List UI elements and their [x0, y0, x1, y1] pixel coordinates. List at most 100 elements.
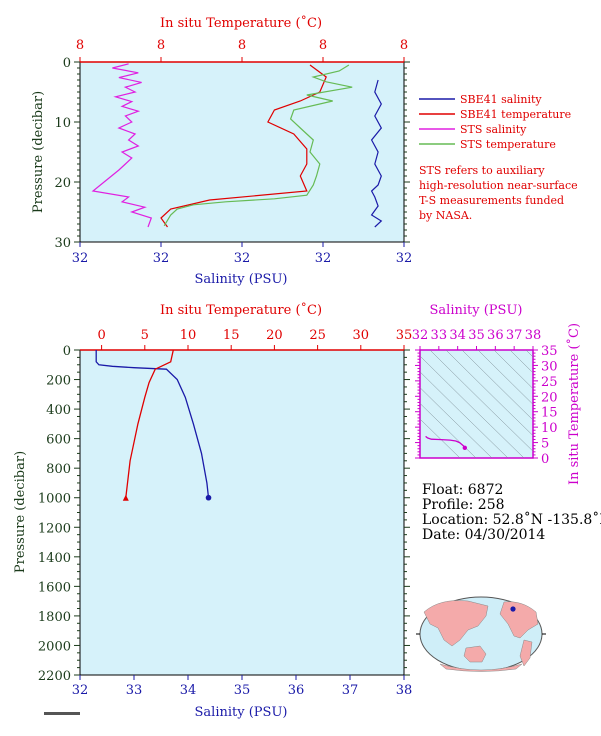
top-chart-top-axis-title: In situ Temperature (˚C) — [160, 15, 322, 31]
bottom-chart-top-tick-label: 15 — [223, 328, 240, 343]
ts-density-contour — [525, 350, 533, 358]
ts-density-contour — [420, 371, 509, 458]
ts-density-contour — [429, 350, 533, 452]
bottom-chart-y-tick-label: 1400 — [38, 551, 71, 566]
bottom-chart-x-tick-label: 34 — [180, 683, 197, 698]
bottom-chart-y-tick-label: 1800 — [38, 610, 71, 625]
bottom-chart-y-tick-label: 0 — [63, 344, 71, 359]
ts-chart-y-tick-label: 15 — [541, 406, 558, 421]
legend-note-line: T-S measurements funded — [419, 194, 564, 207]
ts-chart-top-tick-label: 38 — [525, 328, 542, 343]
ts-chart-y-tick-label: 10 — [541, 421, 558, 436]
top-chart-y-tick-label: 30 — [54, 236, 71, 251]
ts-chart: Salinity (PSU) 32 33 34 35 36 37 38 0510152025… — [412, 303, 582, 485]
ts-chart-top-axis-title: Salinity (PSU) — [430, 303, 523, 318]
top-chart-x-axis-title: Salinity (PSU) — [195, 272, 288, 287]
ts-chart-top-tick-label: 35 — [468, 328, 485, 343]
top-chart-x-tick-label: 32 — [153, 251, 170, 266]
bottom-chart-y-axis-title: Pressure (decibar) — [13, 451, 28, 573]
bottom-chart-y-tick-label: 600 — [46, 433, 71, 448]
ts-density-contour — [445, 350, 533, 436]
bottom-chart-top-tick-label: 35 — [396, 328, 413, 343]
ts-chart-y-axis-title: In situ Temperature (˚C) — [566, 323, 582, 485]
top-chart-top-ticks: 8 8 8 8 8 — [76, 38, 408, 62]
top-chart-x-tick-label: 32 — [72, 251, 89, 266]
bottom-chart-top-tick-label: 20 — [266, 328, 283, 343]
ts-chart-y-tick-label: 30 — [541, 359, 558, 374]
bottom-chart-plot-area — [79, 349, 405, 676]
bottom-chart-top-axis-title: In situ Temperature (˚C) — [160, 302, 322, 318]
ts-chart-top-tick-label: 34 — [449, 328, 466, 343]
bottom-chart-top-tick-label: 0 — [97, 328, 105, 343]
ts-density-contour — [477, 350, 533, 405]
top-chart-top-tick-label: 8 — [238, 38, 246, 53]
ts-chart-top-ticks: 32 33 34 35 36 37 38 — [412, 328, 542, 350]
bottom-chart-x-ticks: 32 33 34 35 36 37 38 — [72, 675, 413, 698]
legend: SBE41 salinity SBE41 temperature STS salin… — [419, 93, 571, 151]
bottom-chart: In situ Temperature (˚C) 0 5 10 15 20 25 30 35 … — [13, 302, 412, 720]
location: Location: 52.8˚N -135.8˚E — [422, 511, 601, 528]
top-chart-y-axis-title: Pressure (decibar) — [31, 91, 46, 213]
bottom-chart-x-tick-label: 35 — [234, 683, 251, 698]
ts-density-contour — [509, 350, 533, 374]
top-chart-top-tick-label: 8 — [319, 38, 327, 53]
bottom-chart-x-tick-label: 33 — [126, 683, 143, 698]
map-land-asia — [423, 600, 489, 647]
ts-chart-y-tick-label: 0 — [541, 452, 549, 467]
top-chart-top-tick-label: 8 — [76, 38, 84, 53]
ts-chart-y-tick-label: 5 — [541, 437, 549, 452]
ts-chart-y-tick-label: 35 — [541, 344, 558, 359]
map-land-south-america — [519, 639, 533, 667]
bottom-chart-top-tick-label: 30 — [353, 328, 370, 343]
bottom-chart-top-tick-label: 25 — [309, 328, 326, 343]
bottom-chart-y-tick-label: 400 — [46, 403, 71, 418]
ts-chart-top-tick-label: 37 — [506, 328, 523, 343]
bottom-chart-y-tick-label: 1200 — [38, 521, 71, 536]
float-info: Float: 6872 Profile: 258 Location: 52.8˚… — [422, 482, 601, 543]
legend-label: STS salinity — [460, 123, 527, 136]
float-id: Float: 6872 — [422, 482, 503, 498]
ts-density-contour — [420, 355, 525, 458]
top-chart-x-ticks: 32 32 32 32 32 — [72, 242, 412, 266]
top-chart-top-tick-label: 8 — [400, 38, 408, 53]
top-chart-series — [91, 63, 383, 228]
ts-density-contour — [420, 387, 493, 458]
legend-note: STS refers to auxiliary high-resolution n… — [419, 164, 578, 222]
top-chart-y-tick-label: 0 — [63, 56, 71, 71]
legend-note-line: high-resolution near-surface — [419, 179, 578, 192]
ts-density-contour — [420, 418, 461, 458]
bottom-chart-y-tick-label: 1000 — [38, 492, 71, 507]
bottom-series-salinity-end-marker — [205, 494, 212, 501]
world-map — [416, 596, 546, 672]
bottom-chart-x-tick-label: 32 — [72, 683, 89, 698]
bottom-chart-top-ticks: 0 5 10 15 20 25 30 35 — [97, 328, 412, 350]
bottom-chart-y-ticks: 0 200 400 600 800 1000 1200 1400 1600 1800 2000 220… — [38, 344, 410, 684]
ts-chart-top-tick-label: 36 — [487, 328, 504, 343]
bottom-chart-y-tick-label: 2200 — [38, 669, 71, 684]
bottom-chart-y-tick-label: 1600 — [38, 580, 71, 595]
ts-chart-y-tick-label: 20 — [541, 390, 558, 405]
top-chart-y-tick-label: 10 — [54, 116, 71, 131]
profile-number: Profile: 258 — [422, 497, 505, 513]
bottom-chart-y-tick-label: 2000 — [38, 639, 71, 654]
bottom-chart-x-tick-label: 36 — [288, 683, 305, 698]
top-chart: In situ Temperature (˚C) 8 8 8 8 8 0 10 20 30 3… — [31, 15, 412, 287]
bottom-chart-top-tick-label: 10 — [180, 328, 197, 343]
bottom-chart-x-tick-label: 38 — [396, 683, 413, 698]
top-chart-top-tick-label: 8 — [157, 38, 165, 53]
legend-label: SBE41 salinity — [460, 93, 542, 106]
top-chart-y-tick-label: 20 — [54, 176, 71, 191]
legend-note-line: STS refers to auxiliary — [419, 164, 545, 177]
bottom-chart-top-tick-label: 5 — [141, 328, 149, 343]
bottom-chart-y-tick-label: 200 — [46, 374, 71, 389]
map-land-antarctica — [439, 663, 523, 672]
ts-density-contour — [493, 350, 533, 389]
bottom-series-temperature-line — [125, 349, 174, 498]
ts-density-contour — [461, 350, 533, 421]
bottom-series-temperature-end-marker — [122, 494, 129, 501]
ts-series-line — [425, 435, 466, 449]
date: Date: 04/30/2014 — [422, 527, 545, 543]
bottom-chart-x-axis-title: Salinity (PSU) — [195, 705, 288, 720]
top-chart-x-tick-label: 32 — [234, 251, 251, 266]
